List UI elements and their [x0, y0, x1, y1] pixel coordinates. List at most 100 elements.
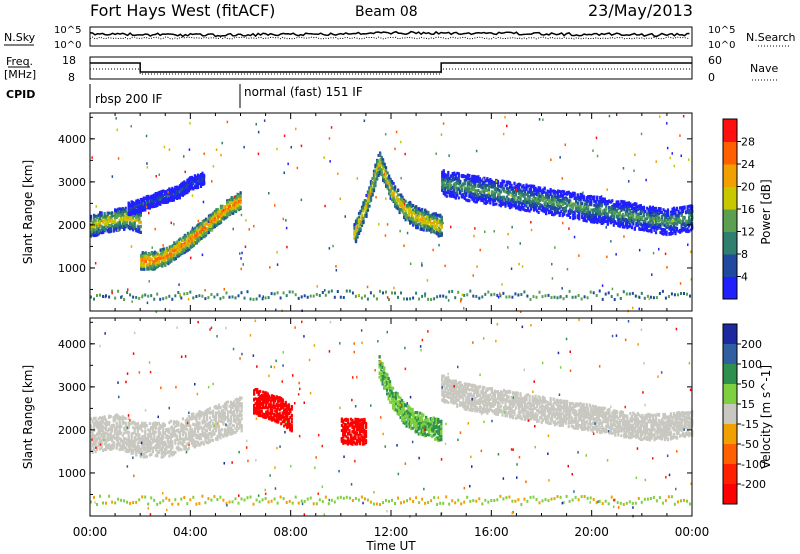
- range-cell: [621, 203, 624, 207]
- range-cell: [564, 201, 567, 205]
- range-cell: [671, 227, 674, 231]
- range-cell: [599, 198, 602, 202]
- range-cell: [531, 185, 534, 189]
- range-cell: [186, 191, 189, 195]
- range-cell: [192, 187, 195, 191]
- range-cell: [543, 190, 546, 194]
- range-cell: [475, 178, 478, 182]
- range-cell: [647, 229, 650, 233]
- range-cell: [90, 214, 93, 218]
- range-cell: [416, 207, 419, 211]
- range-cell: [657, 212, 661, 216]
- range-cell: [136, 224, 139, 228]
- range-cell: [235, 205, 238, 209]
- range-cell: [96, 215, 99, 219]
- range-cell: [611, 214, 614, 218]
- range-cell: [442, 183, 445, 187]
- range-cell: [511, 203, 515, 207]
- range-cell: [389, 189, 392, 193]
- range-cell: [666, 212, 670, 216]
- range-cell: [366, 191, 370, 195]
- range-cell: [366, 199, 370, 202]
- range-cell: [451, 172, 454, 175]
- range-cell: [674, 212, 677, 216]
- range-cell: [615, 214, 618, 218]
- range-cell: [427, 216, 430, 219]
- range-cell: [156, 260, 159, 264]
- range-cell: [226, 212, 229, 216]
- range-cell: [181, 188, 184, 192]
- range-cell: [624, 205, 627, 209]
- range-cell: [177, 187, 180, 191]
- range-cell: [527, 208, 530, 212]
- range-cell: [167, 262, 170, 266]
- range-cell: [548, 201, 551, 204]
- range-cell: [127, 206, 130, 210]
- range-cell: [186, 242, 189, 246]
- range-cell: [633, 218, 636, 222]
- range-cell: [165, 252, 168, 256]
- range-cell: [124, 223, 127, 227]
- range-cell: [657, 216, 661, 220]
- range-cell: [447, 190, 450, 194]
- range-cell: [453, 193, 456, 197]
- range-cell: [659, 226, 662, 230]
- range-cell: [504, 184, 507, 188]
- range-cell: [376, 164, 379, 168]
- range-cell: [493, 202, 496, 206]
- range-cell: [365, 201, 368, 205]
- range-cell: [226, 208, 229, 211]
- range-cell: [437, 230, 440, 234]
- range-cell: [164, 260, 167, 263]
- range-cell: [135, 210, 138, 214]
- range-cell: [530, 187, 533, 191]
- range-cell: [537, 186, 540, 190]
- range-cell: [115, 211, 118, 214]
- range-cell: [440, 221, 443, 225]
- range-cell: [585, 214, 588, 218]
- range-cell: [126, 224, 129, 228]
- range-cell: [169, 191, 172, 195]
- range-cell: [612, 223, 615, 227]
- range-cell: [148, 201, 151, 205]
- range-cell: [424, 209, 427, 212]
- range-cell: [229, 198, 232, 202]
- range-cell: [533, 199, 536, 203]
- range-cell: [593, 195, 596, 199]
- range-cell: [608, 199, 611, 203]
- range-cell: [121, 210, 124, 214]
- range-cell: [599, 212, 602, 216]
- range-cell: [132, 221, 135, 225]
- range-cell: [374, 169, 377, 173]
- range-cell: [198, 177, 201, 181]
- range-cell: [519, 198, 522, 202]
- range-cell: [522, 207, 525, 211]
- range-cell: [570, 204, 573, 208]
- range-cell: [675, 226, 679, 230]
- range-cell: [545, 209, 548, 213]
- range-cell: [471, 185, 474, 189]
- range-cell: [471, 180, 474, 184]
- range-cell: [190, 183, 193, 187]
- range-cell: [233, 203, 236, 207]
- range-cell: [567, 202, 570, 206]
- range-cell: [138, 230, 141, 234]
- range-cell: [608, 218, 611, 222]
- range-cell: [227, 205, 230, 209]
- range-cell: [106, 211, 109, 215]
- range-cell: [188, 247, 191, 251]
- range-cell: [650, 229, 653, 233]
- range-cell: [161, 261, 164, 265]
- range-cell: [493, 198, 496, 202]
- range-cell: [233, 202, 236, 206]
- range-cell: [639, 223, 642, 227]
- range-cell: [174, 257, 177, 261]
- range-cell: [93, 225, 96, 229]
- range-cell: [662, 213, 665, 217]
- range-cell: [648, 220, 652, 224]
- range-cell: [108, 225, 111, 229]
- range-cell: [174, 185, 177, 189]
- range-cell: [183, 241, 186, 245]
- range-cell: [173, 253, 176, 257]
- range-cell: [519, 201, 522, 205]
